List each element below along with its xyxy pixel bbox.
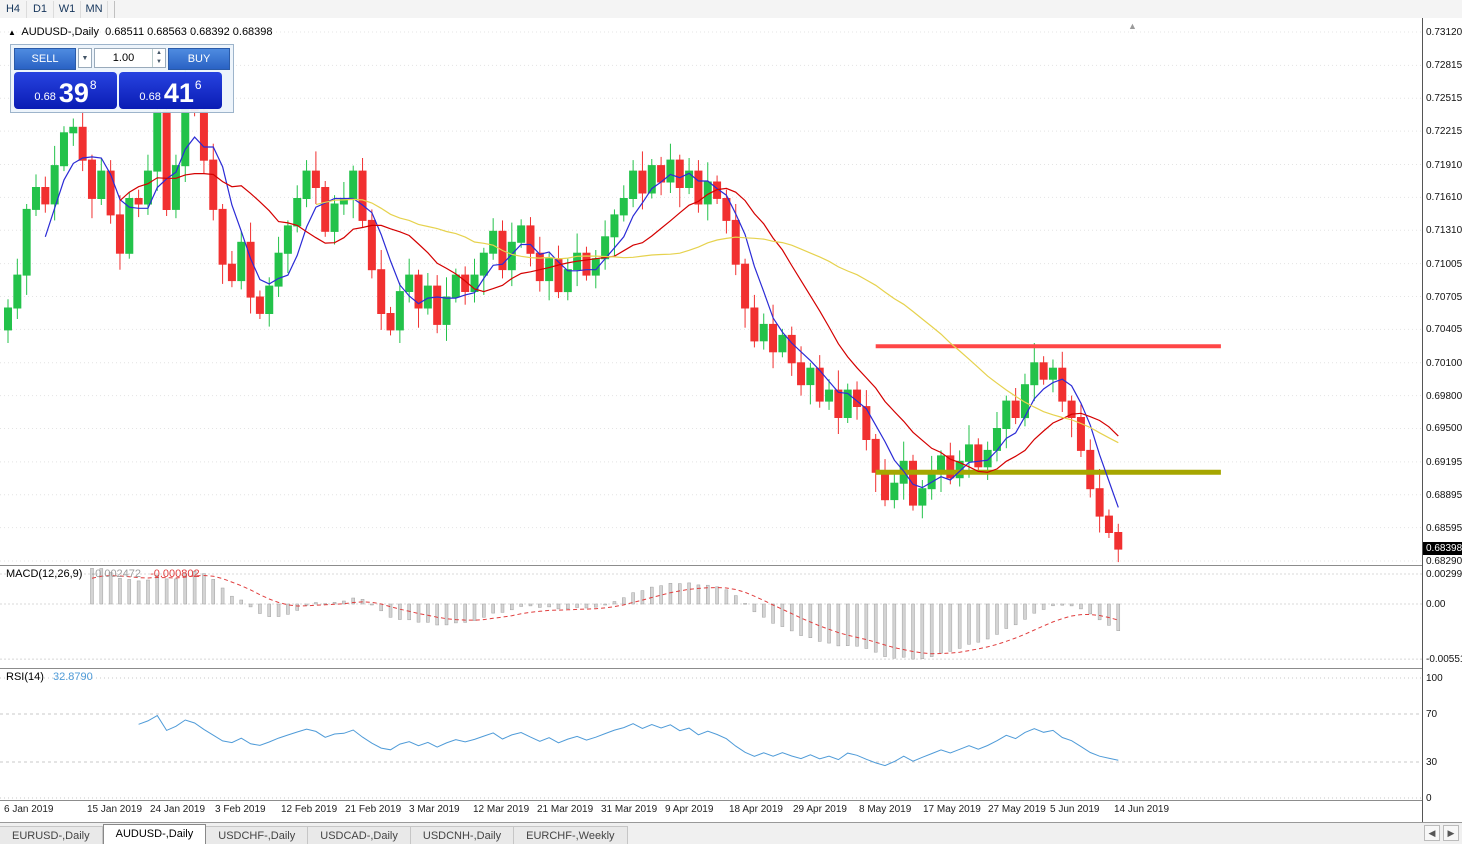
sell-price-prefix: 0.68	[34, 91, 56, 103]
date-label: 21 Mar 2019	[537, 804, 594, 815]
date-label: 15 Jan 2019	[87, 804, 143, 815]
price-scale-label: 0.69195	[1426, 457, 1462, 468]
rsi-indicator-panel[interactable]	[0, 668, 1422, 800]
rsi-scale-label: 30	[1426, 757, 1438, 768]
macd-scale-label: 0.00	[1426, 599, 1446, 610]
tab-eurchf-weekly[interactable]: EURCHF-,Weekly	[514, 826, 628, 844]
sell-price-pip: 8	[89, 78, 97, 92]
chart-tab-bar: EURUSD-,Daily AUDUSD-,Daily USDCHF-,Daily U…	[0, 822, 1462, 844]
date-label: 12 Feb 2019	[281, 804, 338, 815]
rsi-scale-label: 100	[1426, 673, 1443, 684]
date-label: 24 Jan 2019	[150, 804, 206, 815]
date-label: 27 May 2019	[988, 804, 1046, 815]
buy-price-big: 41	[163, 78, 194, 109]
rsi-label: RSI(14) 32.8790	[6, 671, 93, 683]
panel-separator[interactable]	[0, 668, 1462, 669]
price-scale-label: 0.73120	[1426, 27, 1462, 38]
chart-shift-marker-icon[interactable]: ▲	[1128, 21, 1137, 31]
date-label: 6 Jan 2019	[4, 804, 54, 815]
date-label: 3 Mar 2019	[409, 804, 460, 815]
macd-label: MACD(12,26,9) -0.002472 -0.000802	[6, 568, 200, 580]
date-label: 9 Apr 2019	[665, 804, 714, 815]
volume-input[interactable]	[95, 51, 152, 65]
price-scale-label: 0.70100	[1426, 358, 1462, 369]
timeframe-h4-button[interactable]: H4	[0, 0, 27, 18]
macd-name: MACD(12,26,9)	[6, 568, 83, 580]
date-label: 29 Apr 2019	[793, 804, 847, 815]
chart-symbol-header: ▲ AUDUSD-,Daily 0.68511 0.68563 0.68392 …	[8, 26, 273, 38]
buy-button[interactable]: BUY	[168, 48, 230, 70]
timeframe-d1-button[interactable]: D1	[27, 0, 54, 18]
date-label: 5 Jun 2019	[1050, 804, 1100, 815]
price-scale-label: 0.71910	[1426, 160, 1462, 171]
volume-field-wrap: ▲ ▼	[94, 48, 166, 68]
date-axis[interactable]: 6 Jan 2019 15 Jan 2019 24 Jan 2019 3 Feb 20…	[0, 800, 1422, 822]
price-scale-label: 0.71310	[1426, 225, 1462, 236]
volume-dropdown-button[interactable]: ▼	[78, 48, 92, 68]
sell-price-big: 39	[58, 78, 89, 109]
date-label: 18 Apr 2019	[729, 804, 783, 815]
macd-indicator-panel[interactable]	[0, 565, 1422, 668]
symbol-ohlc-values: 0.68511 0.68563 0.68392 0.68398	[105, 26, 273, 38]
price-scale-label: 0.72815	[1426, 60, 1462, 71]
sell-price-button[interactable]: 0.68 39 8	[14, 72, 117, 109]
buy-price-prefix: 0.68	[139, 91, 161, 103]
symbol-name: AUDUSD-,Daily	[21, 26, 99, 38]
tab-scroll-arrows: ◀ ▶	[1424, 825, 1459, 841]
one-click-trade-panel: SELL ▼ ▲ ▼ BUY 0.68 39 8 0.6	[10, 44, 234, 113]
price-scale-label: 0.70705	[1426, 292, 1462, 303]
date-label: 14 Jun 2019	[1114, 804, 1170, 815]
timeframe-mn-button[interactable]: MN	[81, 0, 108, 18]
macd-value-2: -0.000802	[150, 568, 200, 580]
tab-usdcad-daily[interactable]: USDCAD-,Daily	[308, 826, 411, 844]
date-label: 8 May 2019	[859, 804, 912, 815]
buy-price-pip: 6	[194, 78, 202, 92]
rsi-scale-label: 0	[1426, 793, 1432, 804]
date-label: 3 Feb 2019	[215, 804, 266, 815]
chart-collapse-icon[interactable]: ▲	[8, 28, 16, 37]
tab-scroll-right-icon[interactable]: ▶	[1443, 825, 1459, 841]
price-scale-label: 0.70405	[1426, 324, 1462, 335]
panel-separator[interactable]	[0, 565, 1462, 566]
panel-separator[interactable]	[0, 800, 1462, 801]
volume-up-icon[interactable]: ▲	[156, 50, 162, 56]
price-scale-label: 0.68595	[1426, 523, 1462, 534]
timeframe-w1-button[interactable]: W1	[54, 0, 81, 18]
macd-scale-label: 0.002997	[1426, 569, 1462, 580]
tab-usdcnh-daily[interactable]: USDCNH-,Daily	[410, 826, 515, 844]
volume-down-icon[interactable]: ▼	[156, 59, 162, 65]
sell-button[interactable]: SELL	[14, 48, 76, 70]
date-label: 12 Mar 2019	[473, 804, 530, 815]
tab-usdchf-daily[interactable]: USDCHF-,Daily	[206, 826, 309, 844]
tab-audusd-daily[interactable]: AUDUSD-,Daily	[102, 824, 207, 844]
date-label: 17 May 2019	[923, 804, 981, 815]
toolbar-divider	[108, 0, 115, 18]
macd-value-1: -0.002472	[91, 568, 142, 580]
chart-area: ▲ AUDUSD-,Daily 0.68511 0.68563 0.68392 …	[0, 18, 1462, 822]
current-price-badge: 0.68398	[1423, 542, 1462, 555]
price-scale-label: 0.68895	[1426, 490, 1462, 501]
rsi-value: 32.8790	[52, 671, 93, 683]
timeframe-toolbar: H4 D1 W1 MN	[0, 0, 1462, 19]
price-scale-label: 0.69800	[1426, 391, 1462, 402]
price-scale-label: 0.72515	[1426, 93, 1462, 104]
date-label: 21 Feb 2019	[345, 804, 402, 815]
price-scale-label: 0.68290	[1426, 556, 1462, 567]
price-scale-label: 0.71610	[1426, 192, 1462, 203]
volume-spinner: ▲ ▼	[152, 49, 165, 67]
tab-scroll-left-icon[interactable]: ◀	[1424, 825, 1440, 841]
main-chart-plot[interactable]	[0, 18, 1422, 565]
rsi-name: RSI(14)	[6, 671, 44, 683]
date-label: 31 Mar 2019	[601, 804, 658, 815]
price-scale[interactable]: 0.73120 0.72815 0.72515 0.72215 0.71910 0.716…	[1422, 18, 1462, 822]
price-scale-label: 0.69500	[1426, 423, 1462, 434]
macd-scale-label: -0.005514	[1426, 654, 1462, 665]
rsi-scale-label: 70	[1426, 709, 1438, 720]
tab-eurusd-daily[interactable]: EURUSD-,Daily	[0, 826, 103, 844]
price-scale-label: 0.72215	[1426, 126, 1462, 137]
buy-price-button[interactable]: 0.68 41 6	[119, 72, 222, 109]
price-scale-label: 0.71005	[1426, 259, 1462, 270]
